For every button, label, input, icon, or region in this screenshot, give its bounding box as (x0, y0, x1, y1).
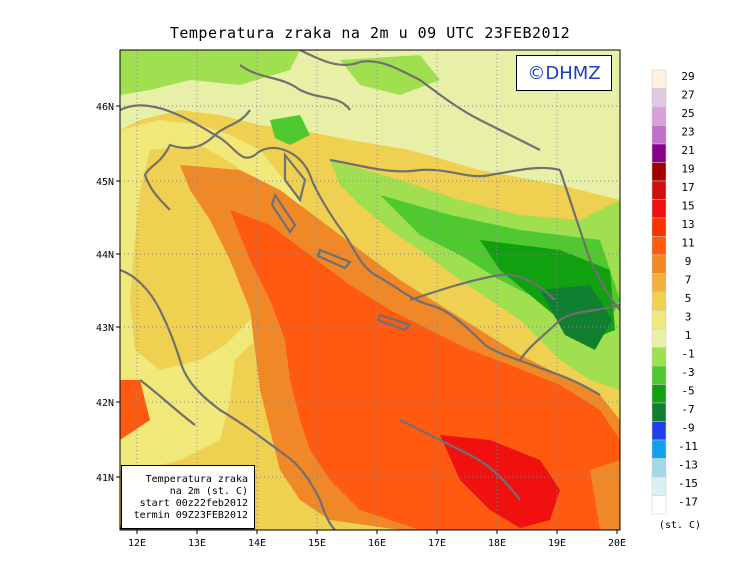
map-frame (119, 49, 621, 531)
legend-label: 7 (685, 274, 692, 287)
map-title: Temperatura zraka na 2m u 09 UTC 23FEB20… (169, 24, 571, 42)
legend-swatch (651, 291, 667, 311)
legend-label: 3 (685, 311, 692, 324)
legend-swatch (651, 384, 667, 404)
legend-swatch (651, 254, 667, 274)
legend-label: 1 (685, 329, 692, 342)
legend-swatch (651, 421, 667, 441)
lon-label-18e: 18E (488, 538, 506, 549)
info-line-2: na 2m (st. C) (169, 486, 248, 497)
legend-swatch (651, 162, 667, 182)
legend-swatch (651, 365, 667, 385)
legend-swatch (651, 310, 667, 330)
legend-swatch (651, 88, 667, 108)
legend-label: 11 (681, 237, 694, 250)
legend-swatch (651, 476, 667, 496)
legend-swatch (651, 143, 667, 163)
legend-label: -15 (678, 477, 698, 490)
lat-axis: 46N 45N 44N 43N 42N 41N (96, 102, 120, 484)
lon-label-17e: 17E (428, 538, 446, 549)
legend-label: 21 (681, 144, 694, 157)
legend-label: -5 (681, 385, 694, 398)
legend-swatch (651, 439, 667, 459)
legend-unit: (st. C) (659, 520, 701, 531)
legend-label: 13 (681, 218, 694, 231)
legend-swatch (651, 180, 667, 200)
lon-label-12e: 12E (128, 538, 146, 549)
color-legend: 29 27 25 23 21 19 17 15 13 11 9 7 5 3 1 -1 -3 -5 -7 -9 -11 -1… (651, 69, 698, 515)
legend-label: -1 (681, 348, 694, 361)
legend-label: 9 (685, 255, 692, 268)
lon-label-15e: 15E (308, 538, 326, 549)
legend-label: 15 (681, 200, 694, 213)
info-line-3: start 00z22feb2012 (139, 498, 248, 509)
lat-label-42n: 42N (96, 398, 114, 409)
legend-swatch (651, 328, 667, 348)
legend-swatch (651, 217, 667, 237)
info-line-4: termin 09Z23FEB2012 (133, 510, 248, 521)
legend-label: -3 (681, 366, 694, 379)
dhmz-logo: ©DHMZ (516, 55, 612, 91)
legend-swatch (651, 69, 667, 89)
lon-label-14e: 14E (248, 538, 266, 549)
legend-label: -9 (681, 422, 694, 435)
legend-label: 23 (681, 126, 694, 139)
lat-label-45n: 45N (96, 177, 114, 188)
temperature-field (120, 50, 620, 530)
legend-swatch (651, 495, 667, 515)
legend-label: 17 (681, 181, 694, 194)
lon-label-13e: 13E (188, 538, 206, 549)
legend-label: 27 (681, 89, 694, 102)
legend-label: -13 (678, 459, 698, 472)
graticule (120, 50, 620, 530)
legend-swatch (651, 458, 667, 478)
lat-label-43n: 43N (96, 323, 114, 334)
lat-label-46n: 46N (96, 102, 114, 113)
lon-label-19e: 19E (548, 538, 566, 549)
legend-swatch (651, 106, 667, 126)
legend-label: -17 (678, 496, 698, 509)
coastlines-borders (120, 50, 620, 530)
legend-swatch (651, 402, 667, 422)
legend-swatch (651, 273, 667, 293)
legend-label: 25 (681, 107, 694, 120)
legend-swatch (651, 347, 667, 367)
legend-label: 29 (681, 70, 694, 83)
info-box: Temperatura zraka na 2m (st. C) start 00… (121, 465, 255, 529)
lon-label-20e: 20E (608, 538, 626, 549)
legend-label: -7 (681, 403, 694, 416)
legend-swatch (651, 199, 667, 219)
lat-label-44n: 44N (96, 250, 114, 261)
legend-label: 5 (685, 292, 692, 305)
legend-swatch (651, 125, 667, 145)
info-line-1: Temperatura zraka (145, 474, 248, 485)
lat-label-41n: 41N (96, 473, 114, 484)
legend-label: -11 (678, 440, 698, 453)
legend-swatch (651, 236, 667, 256)
lon-label-16e: 16E (368, 538, 386, 549)
legend-label: 19 (681, 163, 694, 176)
lon-axis: 12E 13E 14E 15E 16E 17E 18E 19E 20E (128, 530, 626, 549)
